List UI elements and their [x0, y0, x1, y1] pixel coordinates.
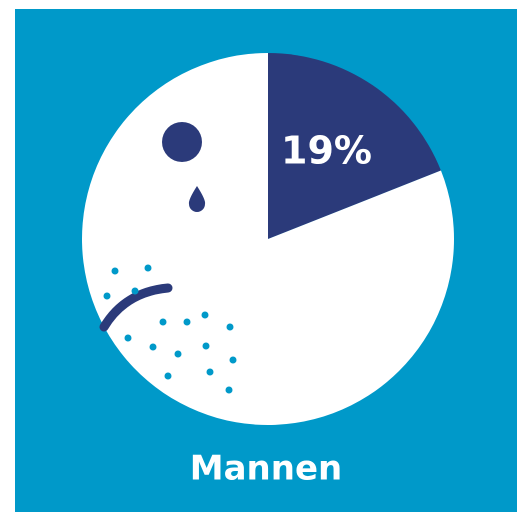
value-label: 19%	[281, 128, 372, 172]
page: {"chart_data": {"type": "pie", "title": …	[0, 0, 531, 525]
pie	[82, 53, 454, 425]
eye	[162, 122, 202, 162]
chart: Mannen 19%	[0, 0, 531, 525]
chart-title: Mannen	[190, 449, 342, 489]
